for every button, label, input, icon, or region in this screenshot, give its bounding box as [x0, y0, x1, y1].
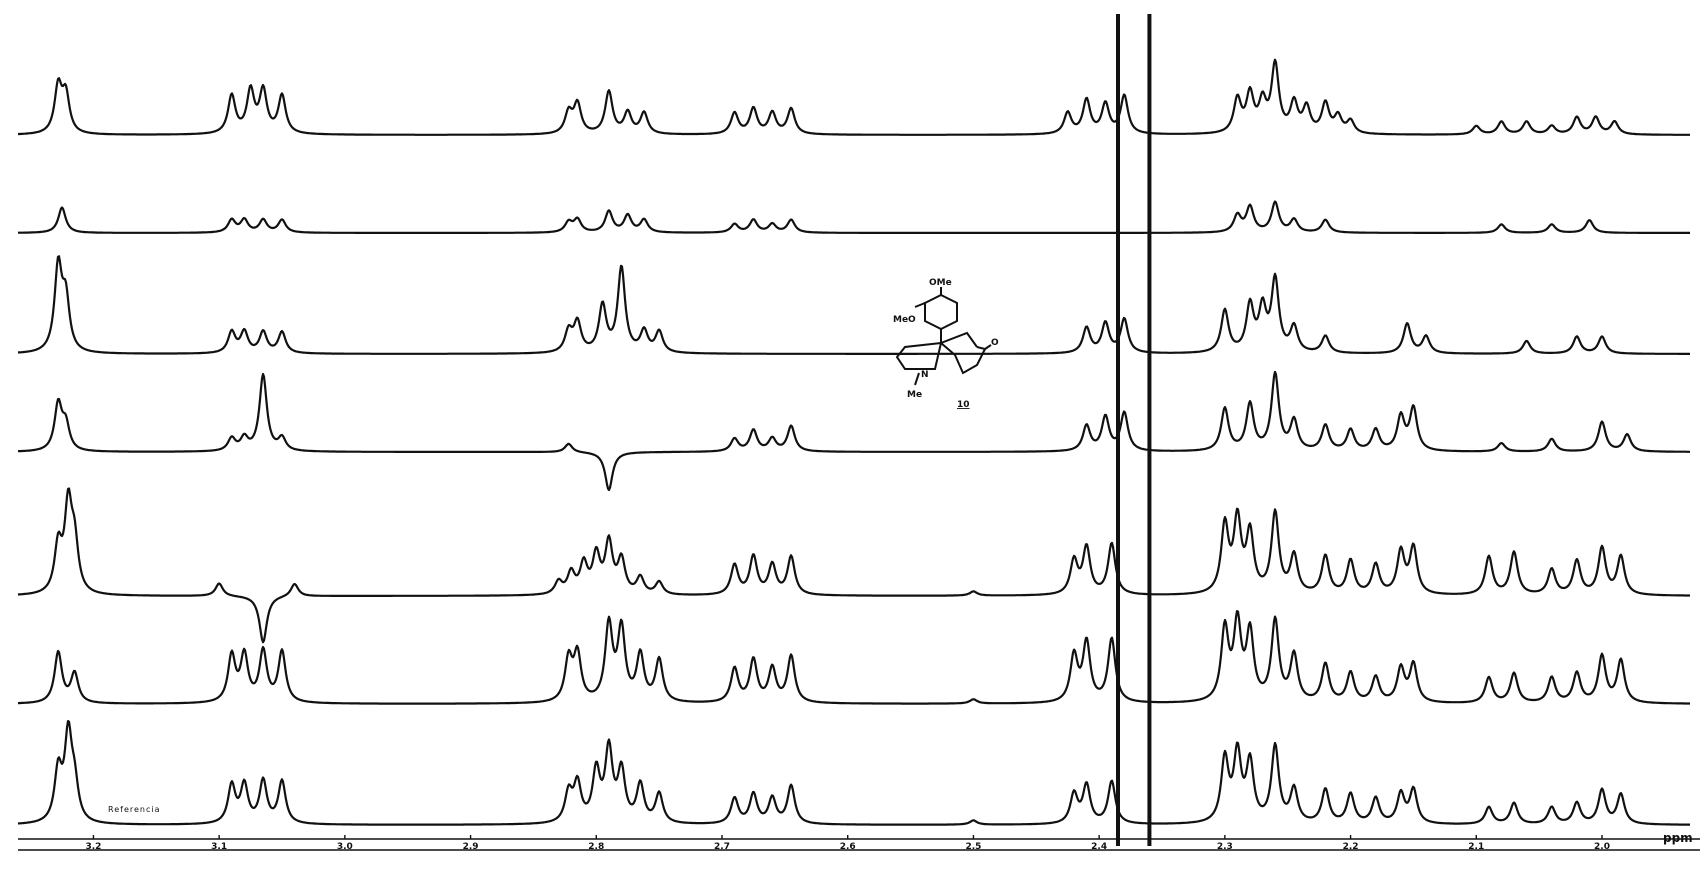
- axis-ticks: 3.2 3.1 3.0 2.9 2.8 2.7 2.6 2.5 2.4 2.3 2.2 2.1 2.0: [85, 835, 1610, 852]
- spectrum-trace-2: [17, 200, 1691, 234]
- axis-tick-label-3.1: 3.1: [211, 842, 227, 852]
- spectrum-traces: [17, 58, 1691, 826]
- axis-tick-label-2.5: 2.5: [965, 842, 981, 852]
- axis-tick-label-3.2: 3.2: [85, 842, 101, 852]
- methyl-label: Me: [907, 390, 922, 400]
- reference-annotation: Referencia: [108, 805, 161, 814]
- ppm-axis: 3.2 3.1 3.0 2.9 2.8 2.7 2.6 2.5 2.4 2.3 2.2 2.1 2.0 …: [18, 831, 1700, 852]
- nitrogen-label: N: [921, 370, 929, 380]
- axis-tick-label-2.6: 2.6: [840, 842, 856, 852]
- axis-tick-label-2.1: 2.1: [1468, 842, 1484, 852]
- axis-tick-label-2.9: 2.9: [463, 842, 479, 852]
- carbonyl-bond: [984, 344, 992, 350]
- spectrum-trace-1: [17, 58, 1691, 136]
- spectrum-trace-4: [17, 370, 1691, 492]
- axis-tick-label-2.4: 2.4: [1091, 842, 1107, 852]
- axis-tick-label-2.2: 2.2: [1343, 842, 1359, 852]
- bond: [914, 302, 926, 308]
- spectrum-trace-7: [17, 720, 1691, 826]
- bicyclic-bridge: [940, 342, 987, 375]
- strong-singlet-lines: [1116, 14, 1152, 846]
- ome-label: OMe: [929, 278, 952, 288]
- n-methyl-bond: [914, 372, 920, 386]
- bicyclic-frame: [895, 331, 978, 370]
- axis-tick-label-2.3: 2.3: [1217, 842, 1233, 852]
- spectrum-trace-6: [17, 610, 1691, 705]
- meo-label: MeO: [893, 315, 916, 325]
- carbonyl-oxygen-label: O: [991, 338, 999, 348]
- axis-tick-label-3.0: 3.0: [337, 842, 353, 852]
- axis-unit-label: ppm: [1663, 831, 1693, 845]
- axis-tick-label-2.7: 2.7: [714, 842, 730, 852]
- axis-tick-label-2.0: 2.0: [1594, 842, 1610, 852]
- axis-tick-label-2.8: 2.8: [588, 842, 604, 852]
- chemical-structure: OMe MeO N Me O 10: [893, 278, 999, 410]
- benzene-ring: [924, 293, 958, 331]
- spectrum-trace-5: [17, 487, 1691, 644]
- spectrum-trace-3: [17, 255, 1691, 355]
- compound-number: 10: [957, 400, 970, 410]
